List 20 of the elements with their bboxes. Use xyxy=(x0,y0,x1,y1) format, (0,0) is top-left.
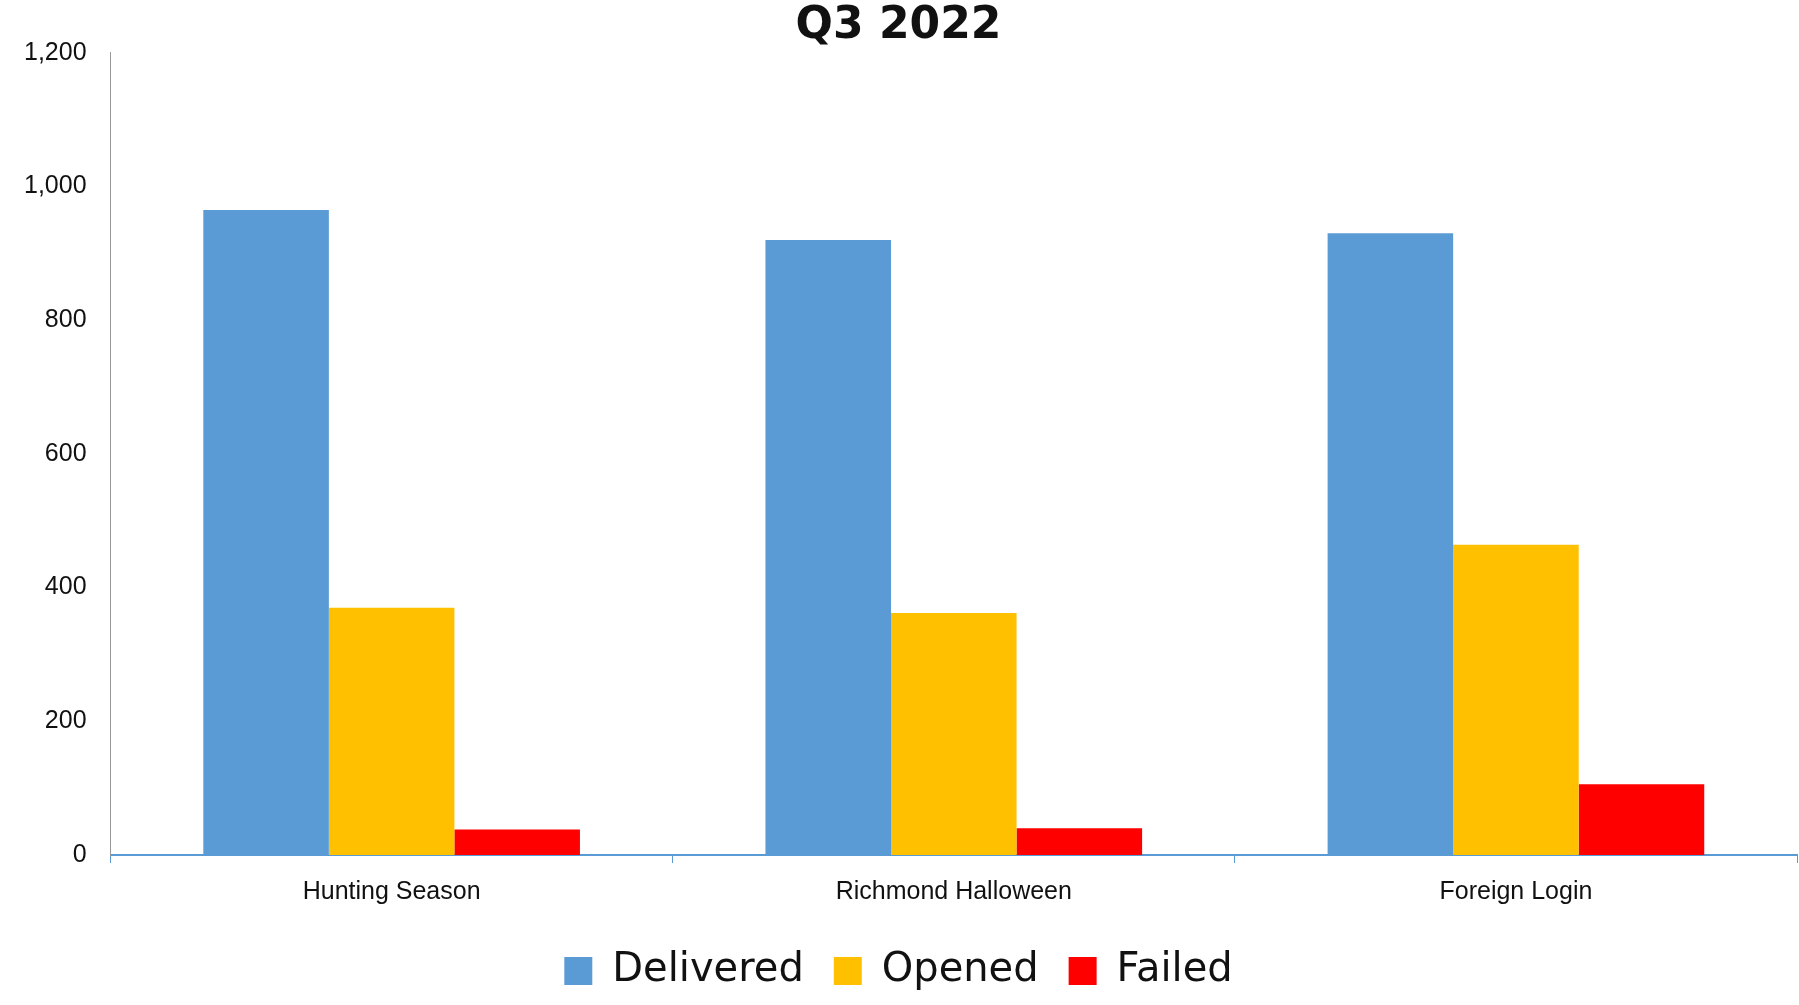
x-tick-label: Richmond Halloween xyxy=(835,875,1072,904)
bar xyxy=(1016,828,1143,855)
y-tick-label: 600 xyxy=(44,437,87,466)
y-tick-label: 400 xyxy=(44,571,87,600)
legend-label: Opened xyxy=(881,944,1039,991)
bar xyxy=(454,829,580,855)
y-tick-label: 0 xyxy=(72,838,87,867)
y-tick-label: 1,200 xyxy=(24,36,87,65)
bar xyxy=(1453,544,1579,855)
y-tick-label: 1,000 xyxy=(24,170,87,199)
y-tick-label: 200 xyxy=(44,705,87,734)
x-tick-label: Hunting Season xyxy=(302,875,481,904)
x-tick-label: Foreign Login xyxy=(1439,875,1593,904)
bar xyxy=(1578,784,1705,855)
legend-label: Delivered xyxy=(612,944,804,991)
bar xyxy=(328,607,455,855)
bar xyxy=(891,613,1017,855)
legend-label: Failed xyxy=(1116,944,1233,991)
chart-title: Q3 2022 xyxy=(795,0,1002,48)
y-tick-label: 800 xyxy=(44,304,87,333)
